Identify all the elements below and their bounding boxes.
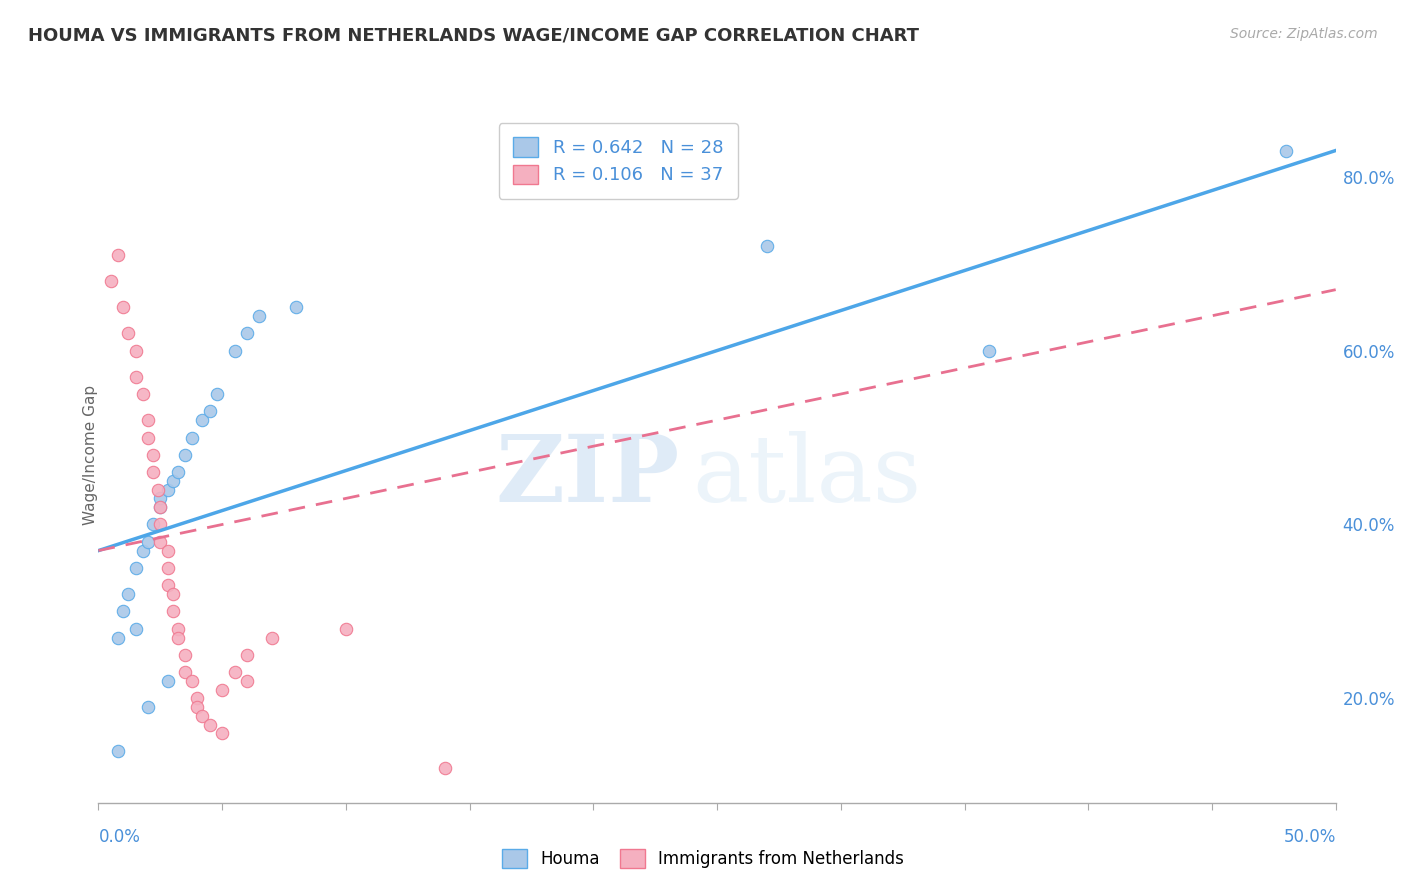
Point — [149, 517, 172, 532]
Point — [198, 717, 221, 731]
Point — [112, 300, 135, 314]
Point — [198, 404, 221, 418]
Point — [236, 326, 259, 340]
Point — [156, 543, 179, 558]
Point — [156, 674, 179, 689]
Point — [224, 665, 246, 680]
Point — [162, 587, 184, 601]
Point — [107, 631, 129, 645]
Text: atlas: atlas — [692, 431, 921, 521]
Point — [136, 700, 159, 714]
Point — [211, 726, 233, 740]
Point — [124, 622, 146, 636]
Legend: Houma, Immigrants from Netherlands: Houma, Immigrants from Netherlands — [495, 843, 911, 875]
Text: 0.0%: 0.0% — [98, 828, 141, 846]
Point — [162, 605, 184, 619]
Point — [174, 665, 197, 680]
Point — [124, 369, 146, 384]
Point — [132, 543, 155, 558]
Point — [112, 605, 135, 619]
Point — [117, 326, 139, 340]
Point — [755, 239, 778, 253]
Point — [224, 343, 246, 358]
Point — [136, 430, 159, 444]
Text: Source: ZipAtlas.com: Source: ZipAtlas.com — [1230, 27, 1378, 41]
Point — [186, 691, 208, 706]
Point — [174, 448, 197, 462]
Point — [142, 466, 165, 480]
Point — [191, 708, 214, 723]
Point — [100, 274, 122, 288]
Point — [107, 248, 129, 262]
Point — [191, 413, 214, 427]
Point — [162, 474, 184, 488]
Point — [979, 343, 1001, 358]
Point — [149, 534, 172, 549]
Point — [156, 561, 179, 575]
Point — [236, 648, 259, 662]
Point — [124, 561, 146, 575]
Legend: R = 0.642   N = 28, R = 0.106   N = 37: R = 0.642 N = 28, R = 0.106 N = 37 — [499, 123, 738, 199]
Point — [146, 483, 169, 497]
Y-axis label: Wage/Income Gap: Wage/Income Gap — [83, 384, 97, 525]
Point — [174, 648, 197, 662]
Point — [149, 500, 172, 514]
Text: 50.0%: 50.0% — [1284, 828, 1336, 846]
Point — [285, 300, 308, 314]
Point — [149, 500, 172, 514]
Point — [166, 466, 188, 480]
Point — [205, 387, 228, 401]
Point — [149, 491, 172, 506]
Point — [186, 700, 208, 714]
Point — [136, 534, 159, 549]
Point — [260, 631, 283, 645]
Point — [181, 674, 204, 689]
Point — [236, 674, 259, 689]
Point — [156, 578, 179, 592]
Text: ZIP: ZIP — [496, 431, 681, 521]
Point — [166, 631, 188, 645]
Point — [117, 587, 139, 601]
Point — [247, 309, 270, 323]
Point — [211, 682, 233, 697]
Point — [166, 622, 188, 636]
Text: HOUMA VS IMMIGRANTS FROM NETHERLANDS WAGE/INCOME GAP CORRELATION CHART: HOUMA VS IMMIGRANTS FROM NETHERLANDS WAG… — [28, 27, 920, 45]
Point — [1275, 144, 1298, 158]
Point — [136, 413, 159, 427]
Point — [433, 761, 456, 775]
Point — [335, 622, 357, 636]
Point — [107, 744, 129, 758]
Point — [181, 430, 204, 444]
Point — [124, 343, 146, 358]
Point — [156, 483, 179, 497]
Point — [132, 387, 155, 401]
Point — [142, 517, 165, 532]
Point — [142, 448, 165, 462]
